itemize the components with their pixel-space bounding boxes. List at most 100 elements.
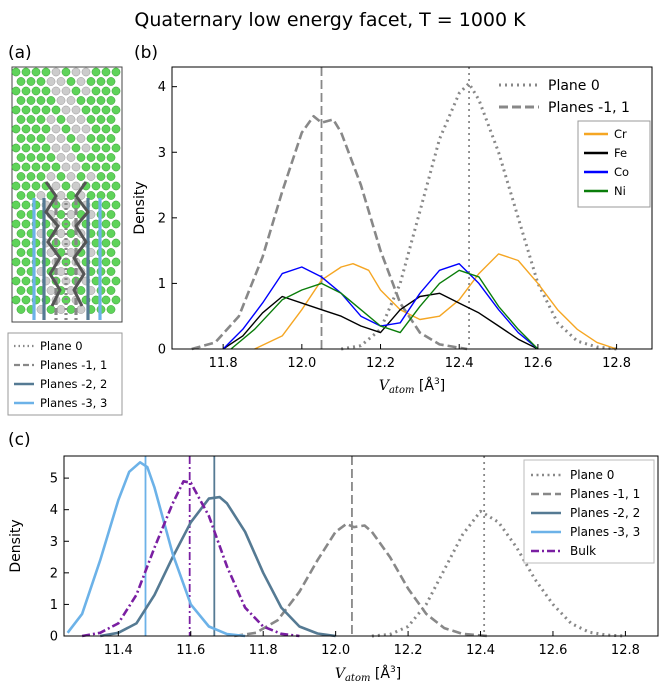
atom-green bbox=[96, 96, 106, 105]
atom-green bbox=[101, 219, 111, 229]
atom-green bbox=[36, 153, 46, 162]
atom-green bbox=[101, 67, 111, 77]
atom-green bbox=[96, 77, 106, 86]
atom-gray bbox=[66, 210, 76, 219]
atom-gray bbox=[66, 172, 76, 181]
atom-green bbox=[11, 124, 21, 134]
x-tick-label: 11.8 bbox=[249, 643, 278, 658]
atom-green bbox=[41, 124, 51, 134]
x-tick-label: 12.8 bbox=[611, 643, 640, 658]
legend-c-frame bbox=[523, 459, 655, 564]
atom-green bbox=[81, 162, 91, 172]
atom-gray bbox=[81, 124, 91, 134]
ticks-b: 11.8 12.0 12.2 12.4 12.6 12.8 0 1 2 3 4 bbox=[158, 80, 631, 371]
atom-gray bbox=[56, 96, 66, 105]
y-tick-label: 2 bbox=[50, 566, 58, 581]
y-axis-label-c: Density bbox=[8, 519, 24, 572]
series-line-planes-2-2 bbox=[99, 495, 336, 638]
atom-green bbox=[11, 181, 21, 191]
atom-green bbox=[91, 162, 101, 172]
legend-a-label-planes11: Planes -1, 1 bbox=[40, 358, 107, 372]
atom-green bbox=[106, 172, 116, 181]
atom-gray bbox=[66, 115, 76, 124]
atom-green bbox=[86, 134, 96, 143]
atom-green bbox=[16, 96, 26, 105]
atom-green bbox=[101, 143, 111, 153]
atom-gray bbox=[51, 143, 61, 153]
atom-green bbox=[76, 153, 86, 162]
atom-green bbox=[36, 77, 46, 86]
atom-green bbox=[101, 276, 111, 286]
grain-boundary-outline bbox=[72, 181, 90, 307]
atom-green bbox=[76, 172, 86, 181]
atom-green bbox=[21, 181, 31, 191]
atom-green bbox=[106, 305, 116, 314]
y-tick-label: 4 bbox=[158, 80, 166, 95]
atom-gray bbox=[61, 162, 71, 172]
atom-green bbox=[31, 67, 41, 77]
x-tick-label: 12.0 bbox=[287, 356, 316, 371]
atom-green bbox=[41, 67, 51, 77]
axes-frame-b bbox=[171, 66, 653, 350]
atom-green bbox=[11, 86, 21, 96]
atom-green bbox=[101, 162, 111, 172]
atom-gray bbox=[71, 105, 81, 115]
atom-green bbox=[111, 238, 121, 248]
atom-gray bbox=[76, 305, 86, 314]
atom-green bbox=[21, 105, 31, 115]
atom-gray bbox=[56, 191, 66, 200]
atom-green bbox=[16, 172, 26, 181]
atom-gray bbox=[71, 67, 81, 77]
atom-green bbox=[16, 210, 26, 219]
atom-green bbox=[106, 267, 116, 276]
atom-green bbox=[76, 96, 86, 105]
atom-green bbox=[21, 295, 31, 305]
atom-gray bbox=[46, 134, 56, 143]
legend-b-main: Plane 0 Planes -1, 1 bbox=[499, 78, 630, 116]
legend-b-elements-frame bbox=[577, 120, 651, 208]
series-line-planes-1-1 bbox=[191, 114, 468, 351]
atom-green bbox=[106, 191, 116, 200]
atom-green bbox=[86, 96, 96, 105]
atom-green bbox=[26, 77, 36, 86]
atom-green bbox=[16, 191, 26, 200]
legend-c-label-planes11: Planes -1, 1 bbox=[570, 487, 640, 501]
atom-gray bbox=[46, 115, 56, 124]
atom-green bbox=[41, 162, 51, 172]
atom-green bbox=[16, 229, 26, 238]
atom-green bbox=[11, 219, 21, 229]
atom-gray bbox=[46, 172, 56, 181]
legend-b-label-planes11: Planes -1, 1 bbox=[548, 100, 630, 116]
atom-green bbox=[111, 86, 121, 96]
legend-a-label-planes22: Planes -2, 2 bbox=[40, 377, 107, 391]
x-tick-label: 12.6 bbox=[523, 356, 552, 371]
atom-gray bbox=[61, 105, 71, 115]
atom-green bbox=[111, 143, 121, 153]
series-line-planes-1-1 bbox=[234, 522, 488, 638]
atom-green bbox=[66, 77, 76, 86]
atom-gray bbox=[51, 67, 61, 77]
x-axis-label-c: Vatom [Å3] bbox=[335, 665, 401, 684]
atom-green bbox=[61, 124, 71, 134]
series-layer-b bbox=[191, 81, 617, 351]
atom-green bbox=[16, 248, 26, 257]
x-tick-label: 12.0 bbox=[321, 643, 350, 658]
reference-lines-c bbox=[144, 456, 486, 636]
atom-green bbox=[16, 115, 26, 124]
figure-title: Quaternary low energy facet, T = 1000 K bbox=[134, 9, 526, 31]
x-tick-label: 11.6 bbox=[176, 643, 205, 658]
atom-gray bbox=[56, 77, 66, 86]
atom-green bbox=[106, 286, 116, 295]
atom-green bbox=[106, 210, 116, 219]
atom-gray bbox=[66, 153, 76, 162]
atom-green bbox=[36, 172, 46, 181]
atom-green bbox=[11, 276, 21, 286]
atom-green bbox=[26, 134, 36, 143]
series-line-ni bbox=[230, 269, 539, 350]
atom-gray bbox=[46, 77, 56, 86]
atom-green bbox=[51, 105, 61, 115]
x-axis-label-b: Vatom [Å3] bbox=[379, 377, 445, 396]
atom-green bbox=[91, 143, 101, 153]
x-tick-label: 12.4 bbox=[466, 643, 495, 658]
